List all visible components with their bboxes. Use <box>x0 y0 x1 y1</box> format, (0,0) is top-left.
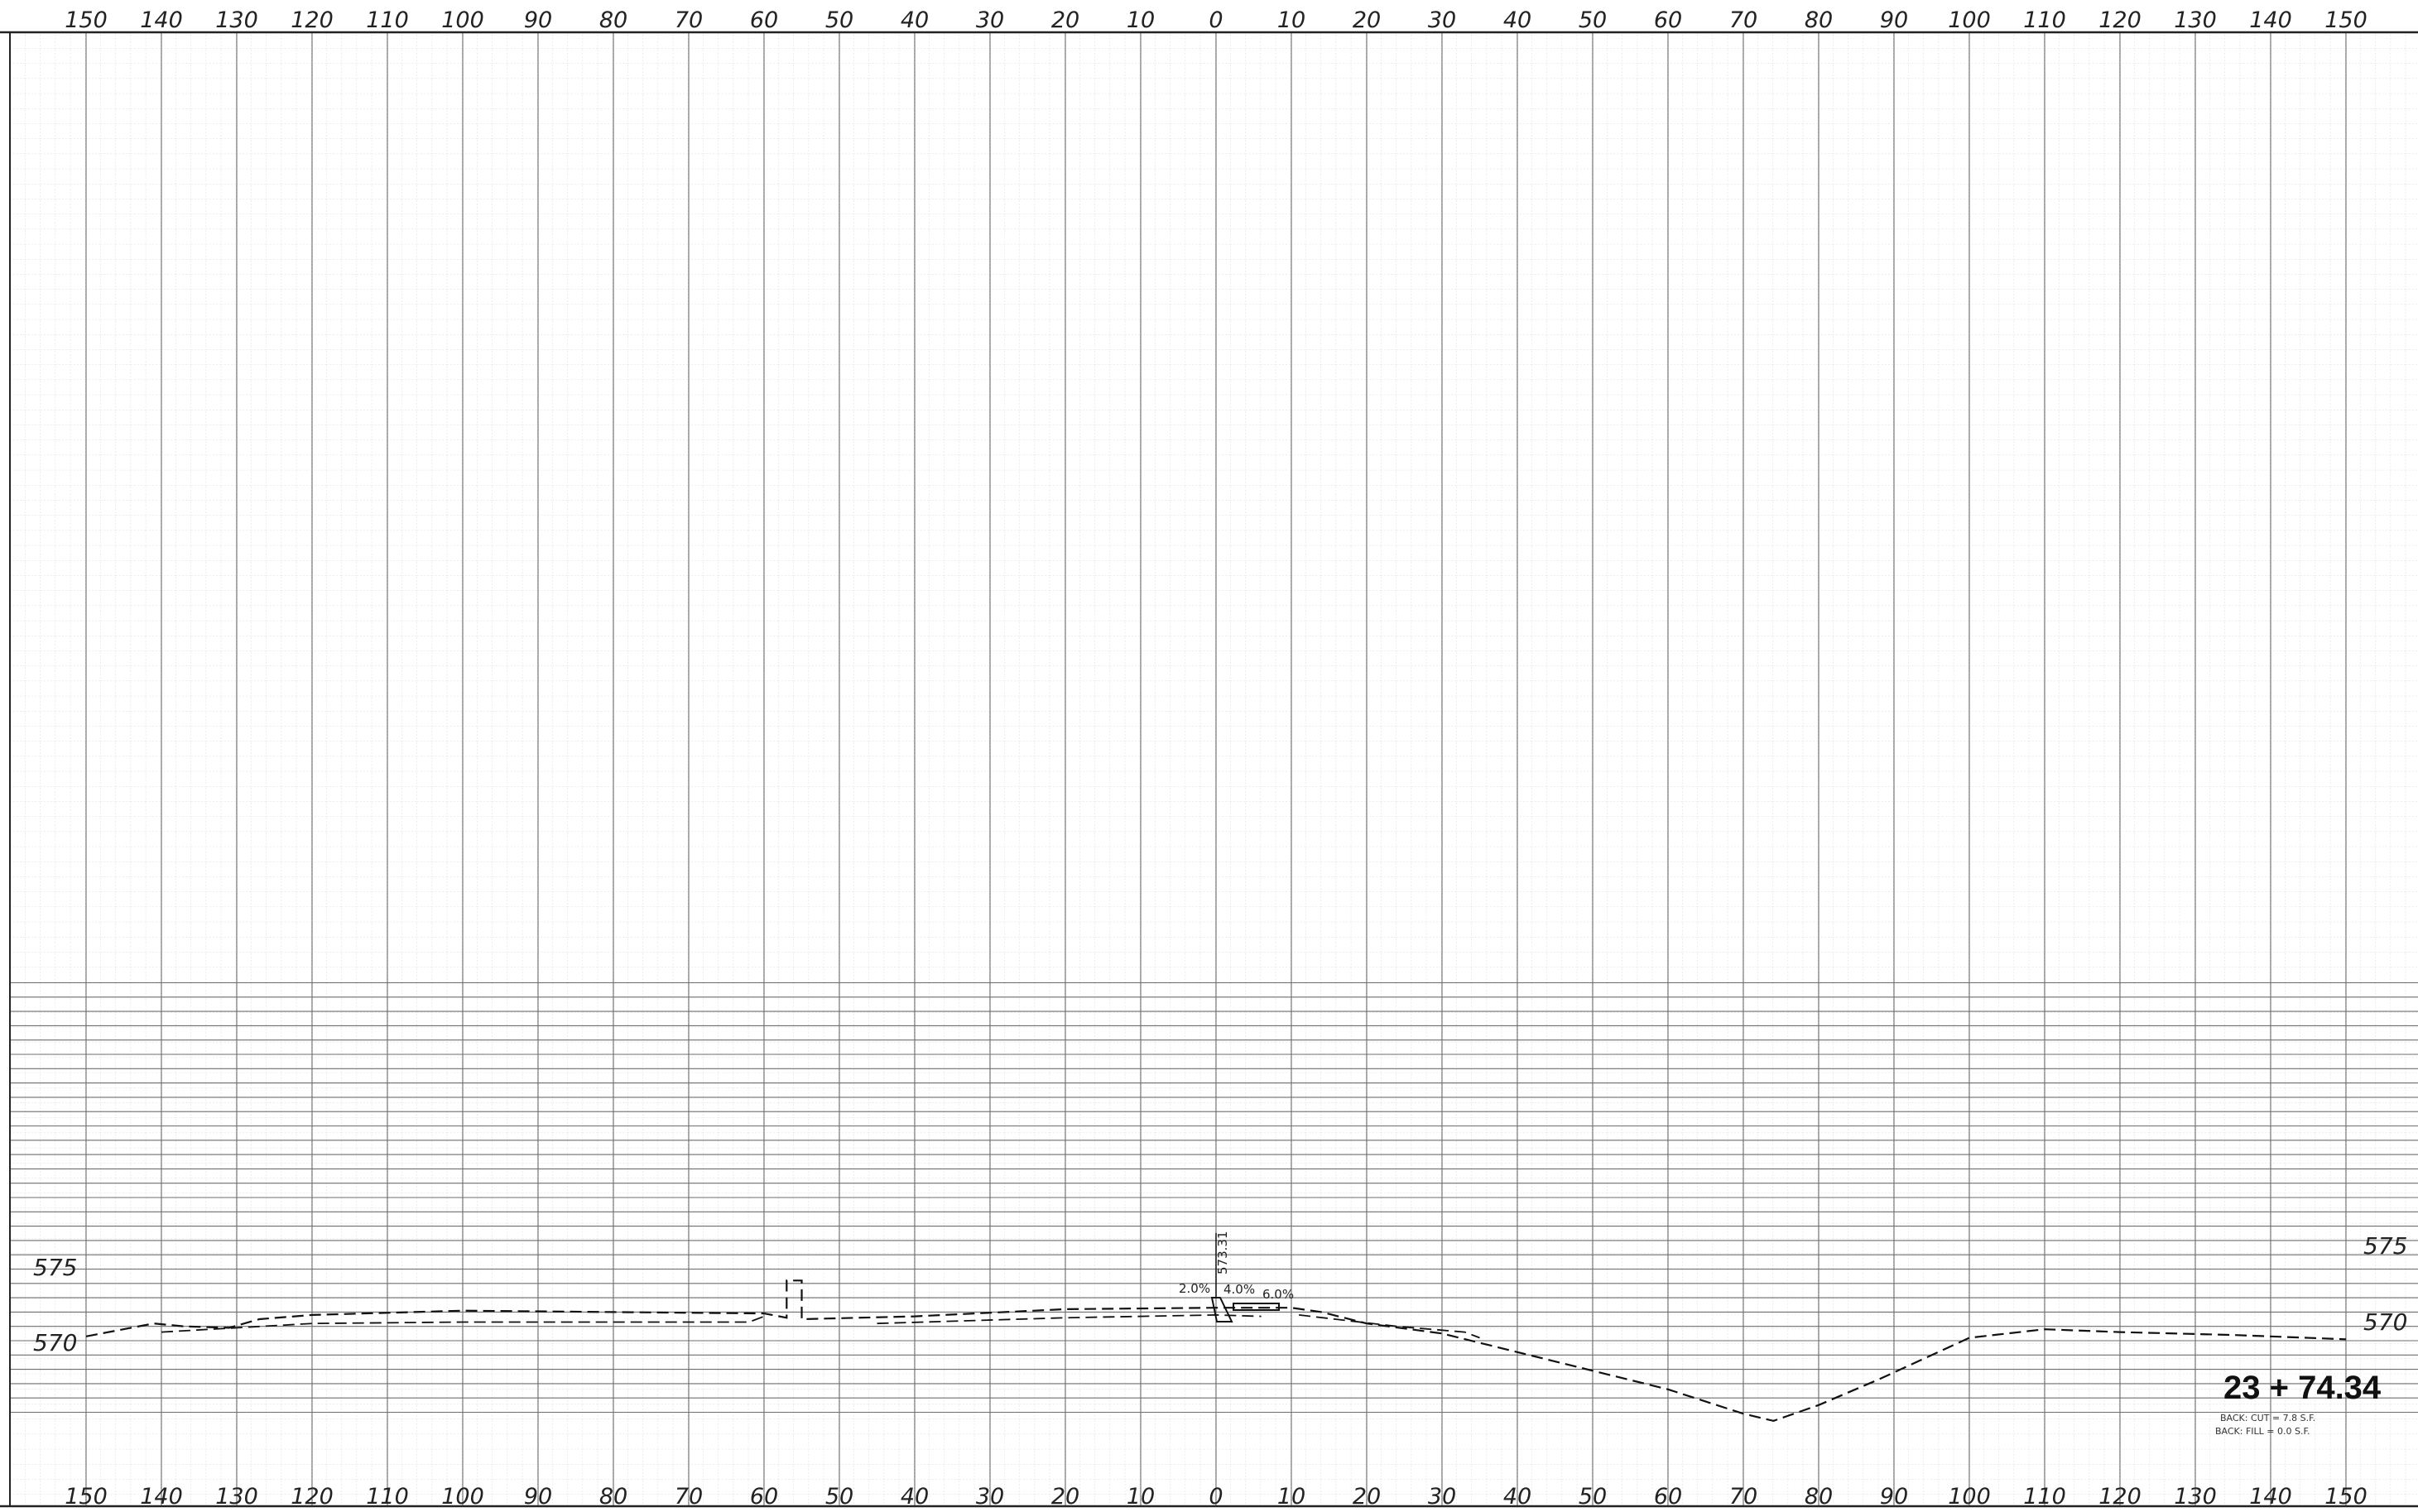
top-axis-tick-label: 140 <box>2249 7 2292 33</box>
top-axis-tick-label: 150 <box>2324 7 2368 33</box>
bottom-axis-tick-label: 120 <box>291 1484 334 1510</box>
fine-grid-area <box>10 33 2418 1506</box>
bottom-axis-tick-label: 90 <box>1880 1484 1908 1510</box>
bottom-axis-tick-label: 70 <box>1729 1484 1757 1510</box>
bottom-axis-tick-label: 80 <box>1805 1484 1833 1510</box>
bottom-axis-tick-label: 50 <box>1579 1484 1607 1510</box>
bottom-axis-tick-label: 130 <box>2174 1484 2217 1510</box>
top-axis-tick-label: 130 <box>2174 7 2217 33</box>
bottom-axis-tick-label: 60 <box>750 1484 778 1510</box>
top-axis-tick-label: 0 <box>1209 7 1223 33</box>
top-axis-tick-label: 150 <box>65 7 108 33</box>
top-axis-tick-label: 30 <box>976 7 1004 33</box>
top-axis-tick-label: 60 <box>750 7 778 33</box>
bottom-axis-tick-label: 110 <box>2023 1484 2066 1510</box>
top-axis-tick-label: 110 <box>366 7 409 33</box>
top-axis-tick-label: 140 <box>140 7 183 33</box>
bottom-axis-tick-label: 30 <box>1428 1484 1456 1510</box>
elevation-label-right-570: 570 <box>2363 1308 2407 1336</box>
bottom-axis-tick-label: 10 <box>1127 1484 1155 1510</box>
top-axis-tick-label: 70 <box>1729 7 1757 33</box>
bottom-axis-tick-label: 110 <box>366 1484 409 1510</box>
bottom-axis-tick-label: 60 <box>1654 1484 1682 1510</box>
top-axis-tick-label: 70 <box>675 7 703 33</box>
bottom-axis-tick-label: 40 <box>901 1484 929 1510</box>
top-axis-tick-label: 100 <box>1948 7 1991 33</box>
elevation-annotation: 573.31 <box>1215 1231 1230 1275</box>
top-axis-tick-label: 10 <box>1127 7 1155 33</box>
top-axis-tick-label: 30 <box>1428 7 1456 33</box>
top-axis-tick-label: 60 <box>1654 7 1682 33</box>
bottom-axis-tick-label: 50 <box>825 1484 853 1510</box>
bottom-axis-tick-label: 10 <box>1277 1484 1305 1510</box>
top-axis-tick-label: 80 <box>1805 7 1833 33</box>
bottom-axis-tick-label: 140 <box>140 1484 183 1510</box>
cut-note: BACK: CUT = 7.8 S.F. <box>2220 1413 2315 1423</box>
bottom-axis-tick-label: 90 <box>524 1484 552 1510</box>
top-axis-tick-label: 90 <box>524 7 552 33</box>
bottom-axis-tick-label: 20 <box>1051 1484 1079 1510</box>
top-axis-tick-label: 10 <box>1277 7 1305 33</box>
bottom-axis-tick-label: 20 <box>1353 1484 1381 1510</box>
top-axis-tick-label: 100 <box>441 7 484 33</box>
elevation-label-left-570: 570 <box>33 1329 77 1356</box>
top-axis-tick-label: 40 <box>901 7 929 33</box>
bottom-axis-tick-label: 100 <box>1948 1484 1991 1510</box>
bottom-axis-tick-label: 30 <box>976 1484 1004 1510</box>
top-axis-tick-label: 130 <box>215 7 258 33</box>
top-axis-tick-label: 120 <box>2098 7 2142 33</box>
top-axis-tick-label: 50 <box>1579 7 1607 33</box>
bottom-axis-tick-label: 0 <box>1209 1484 1223 1510</box>
top-axis-tick-label: 40 <box>1503 7 1531 33</box>
top-axis-tick-label: 80 <box>599 7 627 33</box>
top-axis-tick-label: 20 <box>1353 7 1381 33</box>
bottom-axis-tick-label: 140 <box>2249 1484 2292 1510</box>
slope-annotation-left: 2.0% <box>1179 1281 1210 1296</box>
bottom-axis-tick-label: 130 <box>215 1484 258 1510</box>
bottom-axis-tick-label: 120 <box>2098 1484 2142 1510</box>
top-axis-tick-label: 90 <box>1880 7 1908 33</box>
top-axis-tick-label: 20 <box>1051 7 1079 33</box>
bottom-axis-tick-label: 150 <box>65 1484 108 1510</box>
bottom-axis-tick-label: 70 <box>675 1484 703 1510</box>
bottom-axis-tick-label: 150 <box>2324 1484 2368 1510</box>
station-label: 23 + 74.34 <box>2223 1370 2382 1406</box>
elevation-label-right-575: 575 <box>2363 1232 2407 1260</box>
top-axis-tick-label: 120 <box>291 7 334 33</box>
elevation-label-left-575: 575 <box>33 1254 77 1281</box>
slope-annotation-right-1: 4.0% <box>1223 1282 1255 1297</box>
bottom-axis-tick-label: 40 <box>1503 1484 1531 1510</box>
bottom-axis-tick-label: 80 <box>599 1484 627 1510</box>
slope-annotation-right-2: 6.0% <box>1262 1287 1294 1302</box>
top-axis-tick-label: 50 <box>825 7 853 33</box>
top-axis-tick-label: 110 <box>2023 7 2066 33</box>
bottom-axis-tick-label: 100 <box>441 1484 484 1510</box>
fill-note: BACK: FILL = 0.0 S.F. <box>2215 1426 2310 1437</box>
